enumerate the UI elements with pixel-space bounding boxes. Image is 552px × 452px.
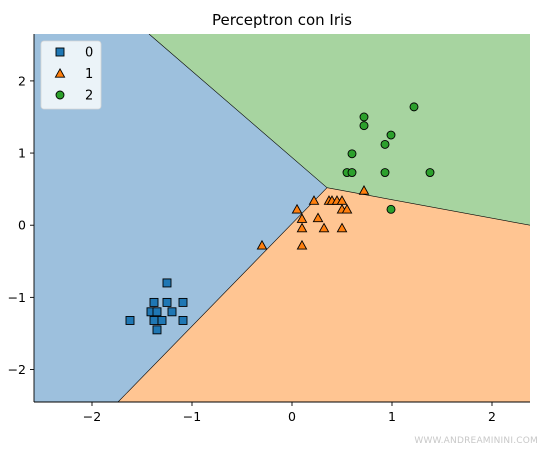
data-point-class-0 [152, 325, 162, 335]
data-point-class-1 [308, 195, 320, 205]
legend-label-2: 2 [85, 89, 93, 104]
data-point-class-1 [341, 203, 353, 214]
legend-label-0: 0 [85, 46, 93, 61]
boundary-0-1 [117, 187, 328, 402]
data-point-class-2 [347, 149, 357, 159]
data-point-class-0 [167, 307, 177, 317]
y-tick-label: 1 [18, 146, 26, 161]
data-point-class-0 [157, 316, 167, 325]
data-point-class-2 [386, 204, 396, 214]
watermark: WWW.ANDREAMININI.COM [414, 436, 538, 446]
legend-marker-1 [54, 67, 66, 78]
legend: 0 1 2 [40, 40, 102, 110]
data-point-class-2 [380, 139, 390, 149]
y-tick-label: −2 [8, 362, 26, 377]
data-point-class-1 [336, 222, 348, 233]
data-point-class-0 [162, 278, 172, 288]
data-point-class-0 [125, 316, 135, 325]
data-point-class-1 [296, 222, 308, 233]
data-point-class-2 [359, 112, 369, 122]
data-point-class-1 [256, 239, 268, 250]
data-point-class-0 [178, 316, 188, 325]
data-point-class-0 [162, 297, 172, 307]
boundary-0-2 [148, 34, 328, 188]
decision-regions [34, 34, 530, 402]
y-tick-label: 0 [18, 218, 26, 233]
data-point-class-2 [347, 168, 357, 177]
x-tick-label: 2 [488, 409, 496, 424]
data-point-class-2 [380, 168, 390, 177]
region-class-0 [34, 34, 327, 402]
region-class-1 [118, 187, 530, 402]
y-tick-label: −1 [8, 290, 26, 305]
data-point-class-1 [291, 203, 303, 214]
region-class-2 [149, 34, 530, 226]
x-tick-label: 0 [288, 409, 296, 424]
data-points [125, 102, 435, 335]
data-point-class-2 [409, 102, 419, 112]
data-point-class-2 [386, 130, 396, 140]
x-tick-label: 1 [388, 409, 396, 424]
data-point-class-1 [296, 213, 308, 223]
chart-title: Perceptron con Iris [212, 11, 352, 29]
data-point-class-0 [178, 297, 188, 307]
legend-label-1: 1 [85, 67, 93, 82]
x-tick-label: −1 [183, 409, 201, 424]
legend-box [40, 40, 102, 110]
x-tick-label: −2 [83, 409, 101, 424]
legend-marker-2 [55, 90, 65, 100]
axes: −2 −1 0 1 2 −2 −1 0 1 2 [8, 34, 530, 424]
y-tick-label: 2 [18, 73, 26, 88]
data-point-class-0 [149, 316, 159, 325]
data-point-class-2 [425, 168, 435, 177]
data-point-class-1 [358, 185, 370, 195]
data-point-class-1 [318, 222, 330, 233]
legend-marker-0 [55, 47, 65, 57]
data-point-class-1 [296, 239, 308, 250]
data-point-class-2 [359, 121, 369, 131]
data-point-class-0 [149, 297, 159, 307]
data-point-class-0 [152, 307, 162, 317]
data-point-class-1 [312, 212, 324, 223]
